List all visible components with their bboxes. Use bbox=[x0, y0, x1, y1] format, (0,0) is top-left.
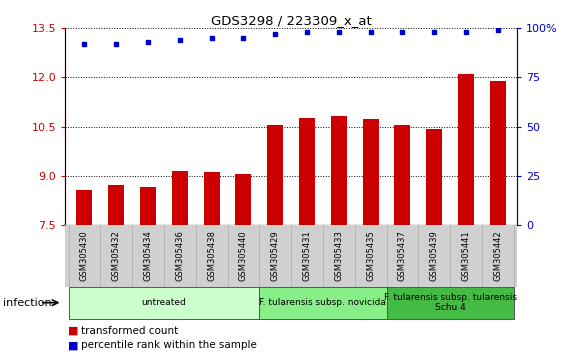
Bar bbox=[299, 118, 315, 225]
Text: GSM305432: GSM305432 bbox=[112, 230, 121, 281]
Text: GSM305437: GSM305437 bbox=[398, 230, 407, 281]
Title: GDS3298 / 223309_x_at: GDS3298 / 223309_x_at bbox=[211, 14, 371, 27]
Bar bbox=[236, 174, 252, 225]
Text: percentile rank within the sample: percentile rank within the sample bbox=[81, 340, 257, 350]
Text: GSM305434: GSM305434 bbox=[144, 230, 152, 281]
Text: transformed count: transformed count bbox=[81, 326, 178, 336]
Bar bbox=[362, 119, 378, 225]
Bar bbox=[458, 74, 474, 225]
Text: F. tularensis subsp. novicida: F. tularensis subsp. novicida bbox=[260, 298, 386, 307]
Text: GSM305435: GSM305435 bbox=[366, 230, 375, 281]
Bar bbox=[268, 125, 283, 225]
Text: GSM305440: GSM305440 bbox=[239, 230, 248, 281]
Text: F. tularensis subsp. tularensis
Schu 4: F. tularensis subsp. tularensis Schu 4 bbox=[383, 293, 517, 312]
Text: GSM305433: GSM305433 bbox=[335, 230, 343, 281]
Text: GSM305441: GSM305441 bbox=[461, 230, 470, 281]
Text: GSM305429: GSM305429 bbox=[271, 230, 279, 281]
Text: GSM305436: GSM305436 bbox=[176, 230, 184, 281]
Bar bbox=[204, 172, 220, 225]
Bar bbox=[77, 190, 93, 225]
Bar bbox=[331, 116, 346, 225]
Text: untreated: untreated bbox=[141, 298, 186, 307]
Text: infection: infection bbox=[3, 298, 52, 308]
Bar bbox=[140, 187, 156, 225]
Bar bbox=[426, 129, 442, 225]
Bar bbox=[108, 185, 124, 225]
Bar bbox=[172, 171, 188, 225]
Text: GSM305438: GSM305438 bbox=[207, 230, 216, 281]
Text: GSM305431: GSM305431 bbox=[303, 230, 311, 281]
Bar bbox=[490, 81, 506, 225]
Text: GSM305442: GSM305442 bbox=[493, 230, 502, 281]
Bar bbox=[394, 125, 410, 225]
Text: GSM305439: GSM305439 bbox=[430, 230, 438, 281]
Text: ■: ■ bbox=[68, 326, 78, 336]
Text: ■: ■ bbox=[68, 340, 78, 350]
Text: GSM305430: GSM305430 bbox=[80, 230, 89, 281]
